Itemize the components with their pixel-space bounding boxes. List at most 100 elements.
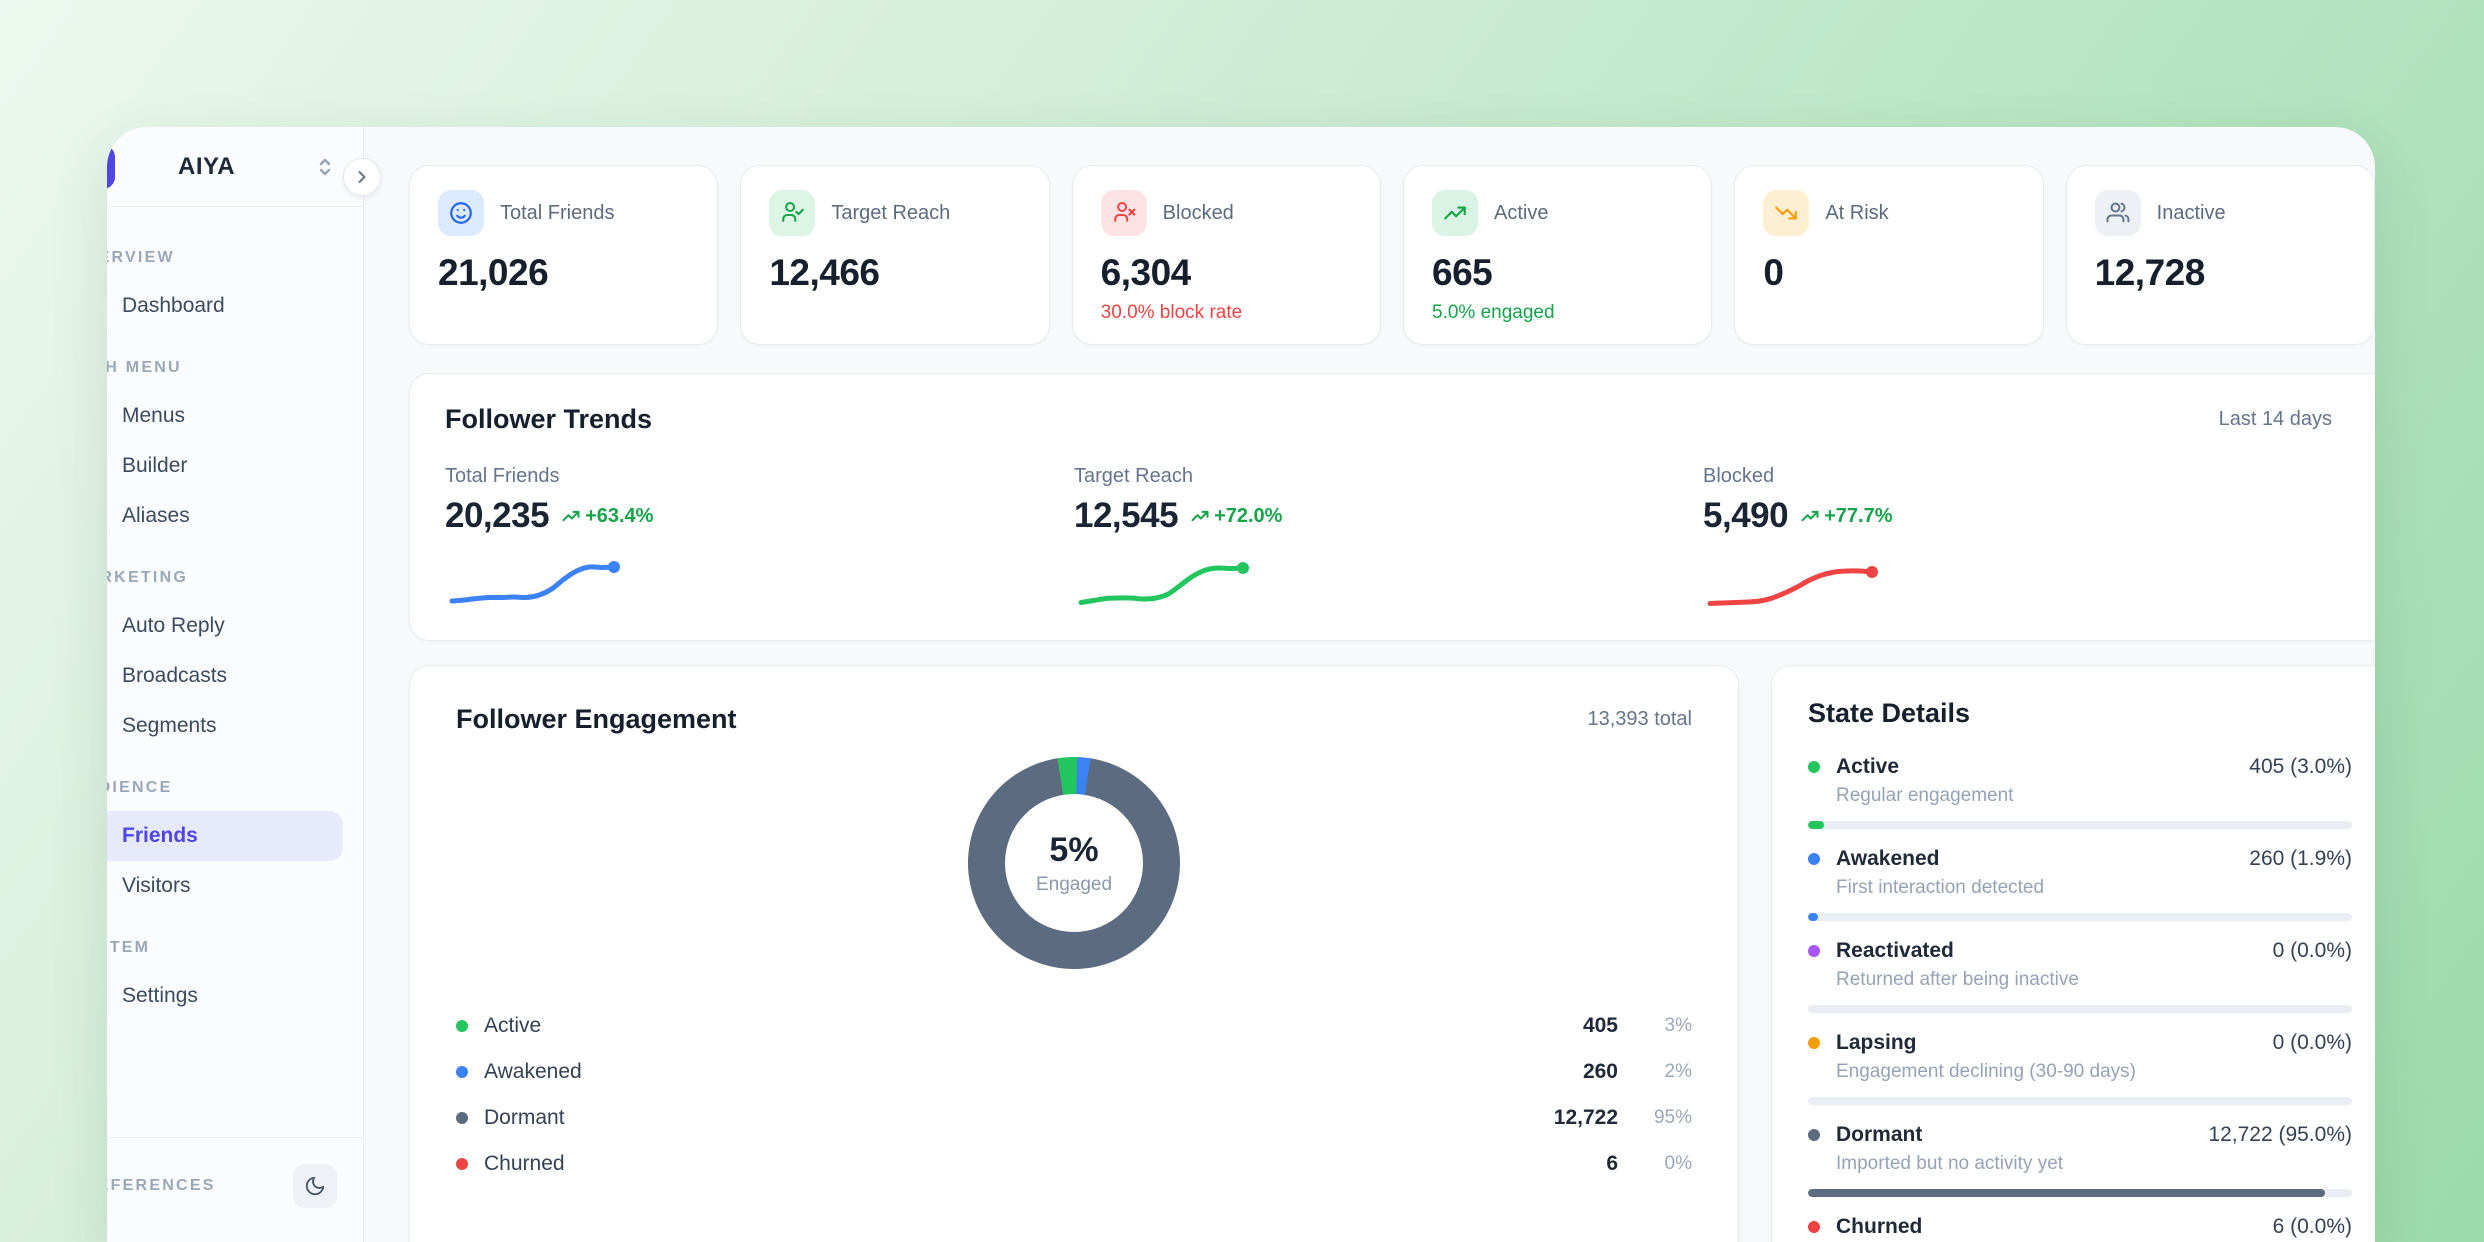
state-row-active: Active 405 (3.0%) Regular engagement bbox=[1808, 755, 2352, 829]
trend-value: 12,545 bbox=[1074, 496, 1179, 535]
dark-mode-toggle[interactable] bbox=[293, 1164, 337, 1208]
stat-label: Blocked bbox=[1162, 201, 1234, 224]
legend-value: 260 bbox=[1582, 1060, 1618, 1083]
legend-value: 6 bbox=[1606, 1152, 1618, 1175]
trend-blocked: Blocked 5,490 +77.7% bbox=[1703, 465, 2332, 612]
stat-card-inactive: Inactive 12,728 bbox=[2065, 165, 2375, 345]
state-value: 0 (0.0%) bbox=[2272, 1031, 2352, 1054]
sidebar-item-segments[interactable]: Segments bbox=[122, 714, 217, 737]
brand-name: AIYA bbox=[178, 152, 236, 180]
sidebar-collapse-button[interactable] bbox=[343, 158, 381, 196]
nav-section-audience: AUDIENCE bbox=[107, 779, 173, 796]
trend-change-badge: +63.4% bbox=[561, 505, 653, 528]
stat-sub: 5.0% engaged bbox=[1432, 302, 1555, 323]
stats-row: Total Friends 21,026 Target Reach 12,466 bbox=[409, 165, 2375, 345]
stat-sub bbox=[438, 302, 689, 324]
stat-label: Total Friends bbox=[500, 201, 615, 224]
nav-section-overview: OVERVIEW bbox=[107, 249, 175, 266]
stat-value: 12,728 bbox=[2094, 252, 2206, 293]
state-dot bbox=[1808, 1129, 1820, 1141]
stat-value: 665 bbox=[1432, 252, 1493, 293]
trending-up-icon bbox=[562, 510, 580, 522]
sidebar-header: AIYA bbox=[107, 127, 363, 207]
state-dot bbox=[1808, 1221, 1820, 1233]
sidebar: AIYA OVERVIEW Dashboard RICH MENU Menus … bbox=[107, 127, 381, 1242]
state-rows: Active 405 (3.0%) Regular engagement Awa… bbox=[1808, 755, 2352, 1242]
state-value: 260 (1.9%) bbox=[2249, 847, 2352, 870]
sidebar-item-broadcasts[interactable]: Broadcasts bbox=[122, 664, 228, 687]
chevrons-up-down-icon[interactable] bbox=[313, 155, 337, 179]
trending-up-icon bbox=[1432, 190, 1478, 236]
trend-label: Total Friends bbox=[445, 465, 560, 487]
trending-up-icon bbox=[1801, 510, 1819, 522]
engagement-legend: Active 405 3% Awakened 260 2% Dormant 12… bbox=[456, 1003, 1692, 1187]
state-progress-track bbox=[1808, 1005, 2352, 1013]
state-desc: Returned after being inactive bbox=[1836, 969, 2079, 990]
nav-section-rich-menu: RICH MENU bbox=[107, 359, 182, 376]
legend-dot bbox=[456, 1066, 468, 1078]
legend-dot bbox=[456, 1112, 468, 1124]
sidebar-item-menus[interactable]: Menus bbox=[122, 404, 186, 427]
preferences-label: PREFERENCES bbox=[107, 1177, 216, 1194]
trend-label: Target Reach bbox=[1074, 465, 1193, 487]
engagement-title: Follower Engagement bbox=[456, 704, 737, 734]
stat-card-target-reach: Target Reach 12,466 bbox=[740, 165, 1050, 345]
state-name: Dormant bbox=[1836, 1123, 1923, 1146]
main-content: Total Friends 21,026 Target Reach 12,466 bbox=[364, 127, 2375, 1242]
state-dot bbox=[1808, 1037, 1820, 1049]
state-progress-track bbox=[1808, 1189, 2352, 1197]
sidebar-footer: PREFERENCES bbox=[107, 1137, 363, 1242]
sparkline-target-reach bbox=[1078, 562, 1249, 605]
stat-card-at-risk: At Risk 0 bbox=[1734, 165, 2044, 345]
state-progress-track bbox=[1808, 913, 2352, 921]
state-row-reactivated: Reactivated 0 (0.0%) Returned after bein… bbox=[1808, 939, 2352, 1013]
sidebar-item-friends[interactable]: Friends bbox=[107, 811, 343, 861]
trends-range-label: Last 14 days bbox=[2218, 408, 2332, 430]
state-details-title: State Details bbox=[1808, 698, 1971, 728]
legend-pct: 95% bbox=[1653, 1107, 1692, 1128]
nav-section-marketing: MARKETING bbox=[107, 569, 189, 586]
stat-card-total-friends: Total Friends 21,026 bbox=[409, 165, 719, 345]
user-check-icon bbox=[769, 190, 816, 236]
trend-target-reach: Target Reach 12,545 +72.0% bbox=[1074, 465, 1703, 612]
stat-card-active: Active 665 5.0% engaged bbox=[1403, 165, 1713, 345]
sidebar-item-auto-reply[interactable]: Auto Reply bbox=[122, 614, 225, 637]
donut-center: 5% Engaged bbox=[1005, 794, 1143, 932]
legend-label: Active bbox=[484, 1014, 542, 1037]
state-progress-fill bbox=[1808, 1189, 2325, 1197]
sparkline-blocked bbox=[1707, 566, 1878, 606]
state-row-lapsing: Lapsing 0 (0.0%) Engagement declining (3… bbox=[1808, 1031, 2352, 1105]
stat-label: Target Reach bbox=[831, 201, 951, 224]
legend-value: 12,722 bbox=[1553, 1106, 1618, 1129]
legend-row-active: Active 405 3% bbox=[456, 1003, 1692, 1049]
state-desc: Regular engagement bbox=[1836, 785, 2014, 806]
trend-value: 20,235 bbox=[445, 496, 550, 535]
legend-dot bbox=[456, 1020, 468, 1032]
sidebar-item-dashboard[interactable]: Dashboard bbox=[122, 294, 225, 317]
stat-sub bbox=[2095, 302, 2346, 324]
sidebar-item-settings[interactable]: Settings bbox=[122, 984, 198, 1007]
state-name: Reactivated bbox=[1836, 939, 1954, 962]
sparkline-total-friends bbox=[449, 561, 620, 604]
state-name: Lapsing bbox=[1836, 1031, 1917, 1054]
engagement-total: 13,393 total bbox=[1587, 708, 1692, 730]
state-value: 0 (0.0%) bbox=[2272, 939, 2352, 962]
stat-label: At Risk bbox=[1825, 201, 1889, 224]
users-icon bbox=[2094, 190, 2141, 236]
brand-logo bbox=[107, 144, 115, 189]
legend-value: 405 bbox=[1582, 1014, 1618, 1037]
state-name: Active bbox=[1836, 755, 1900, 778]
trending-up-icon bbox=[1191, 510, 1209, 522]
state-progress-track bbox=[1808, 1097, 2352, 1105]
nav-section-system: SYSTEM bbox=[107, 939, 151, 956]
sidebar-item-aliases[interactable]: Aliases bbox=[122, 504, 190, 527]
legend-row-dormant: Dormant 12,722 95% bbox=[456, 1095, 1692, 1141]
legend-pct: 0% bbox=[1664, 1153, 1692, 1174]
sidebar-item-builder[interactable]: Builder bbox=[122, 454, 188, 477]
trend-change-badge: +77.7% bbox=[1800, 505, 1892, 528]
sidebar-nav: OVERVIEW Dashboard RICH MENU Menus Build… bbox=[107, 207, 363, 1137]
trend-label: Blocked bbox=[1703, 465, 1775, 487]
state-desc: Imported but no activity yet bbox=[1836, 1153, 2064, 1174]
sidebar-item-visitors[interactable]: Visitors bbox=[122, 874, 191, 897]
state-progress-fill bbox=[1808, 913, 1819, 921]
